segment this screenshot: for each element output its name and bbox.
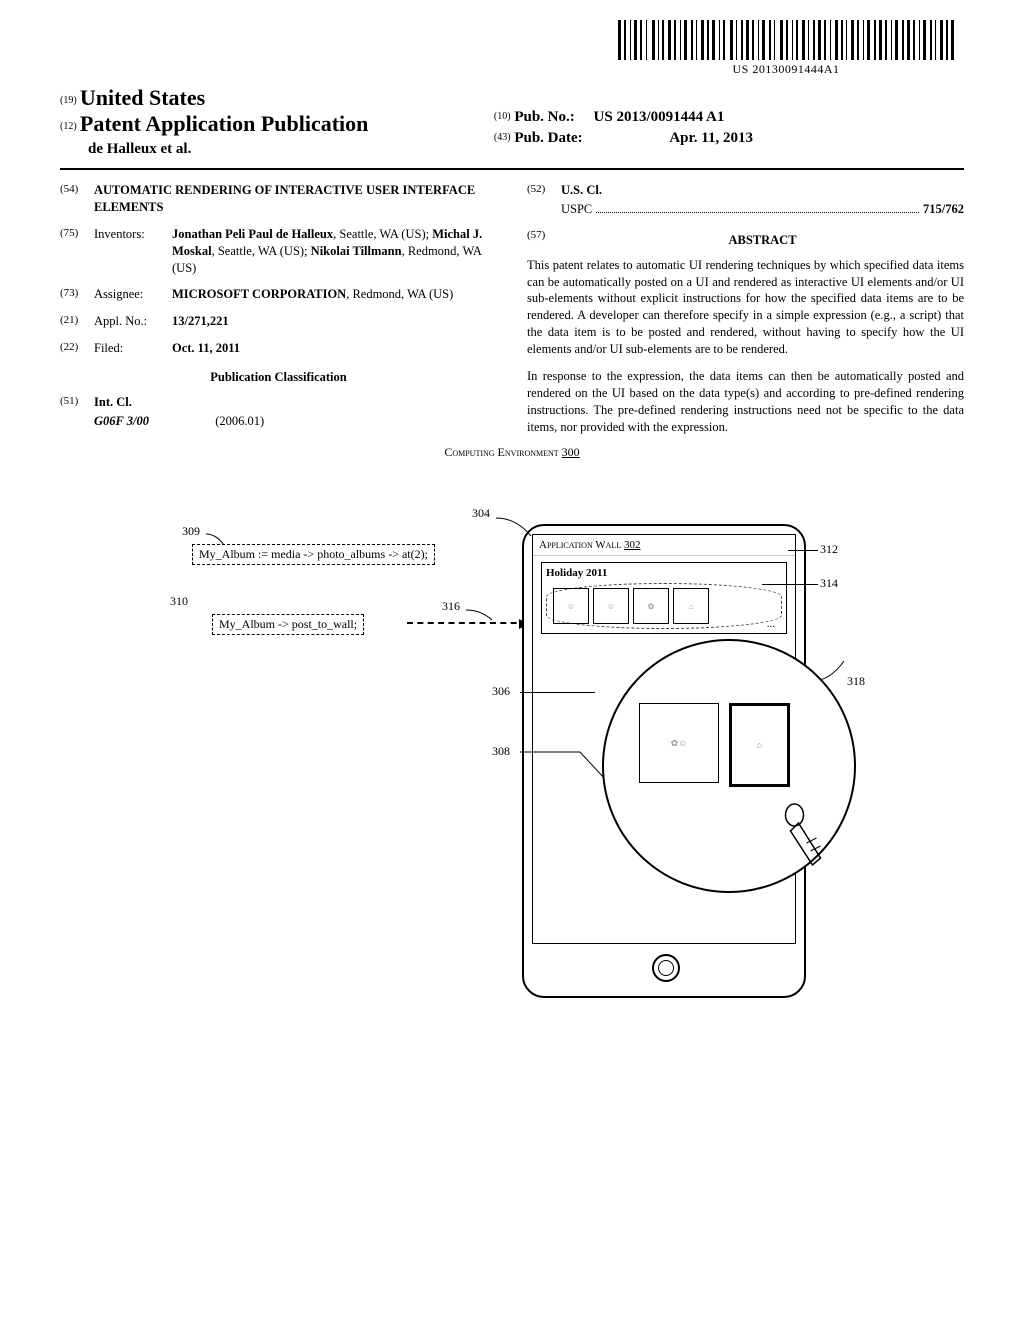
label-309: 309 [182,524,200,539]
pubdate-prefix: (43) [494,132,511,143]
f52-uspc-label: USPC [561,201,592,218]
f73-rest: , Redmond, WA (US) [346,287,453,301]
f52-uspc-val: 715/762 [923,201,964,218]
f52-num: (52) [527,182,561,199]
code-box-1: My_Album := media -> photo_albums -> at(… [192,544,435,565]
pubno-prefix: (10) [494,111,511,122]
pubdate-label: Pub. Date: [514,130,582,146]
f21-label: Appl. No.: [94,313,172,330]
leader-310 [194,602,219,618]
f73-val: MICROSOFT CORPORATION, Redmond, WA (US) [172,286,497,303]
leader-316 [466,608,496,622]
pubno: US 2013/0091444 A1 [594,109,725,125]
label-318: 318 [847,674,865,689]
abstract-p2: In response to the expression, the data … [527,368,964,436]
f21-val: 13/271,221 [172,313,497,330]
pubdate: Apr. 11, 2013 [669,130,753,146]
f51-label: Int. Cl. [94,394,497,411]
album-title: Holiday 2011 [546,567,782,579]
app-wall-title: Application Wall 302 [533,535,795,556]
app-wall-text: Application Wall [539,539,621,551]
zoom-circle: ✿☺ ⌂ [602,639,856,893]
ellipsis: ... [767,618,775,630]
f22-num: (22) [60,340,94,357]
country: United States [80,85,205,110]
label-312: 312 [820,542,838,557]
fig-caption-text: Computing Environment [444,445,558,459]
figure-caption: Computing Environment 300 [60,445,964,460]
label-314: 314 [820,576,838,591]
inventors-header: de Halleux et al. [60,141,494,158]
f21-num: (21) [60,313,94,330]
leader-314 [762,584,818,585]
leader-304 [496,514,536,539]
f51-num: (51) [60,394,94,411]
home-button-icon [652,954,680,982]
label-308: 308 [492,744,510,759]
label-306: 306 [492,684,510,699]
f54-title: AUTOMATIC RENDERING OF INTERACTIVE USER … [94,182,497,216]
leader-312 [788,550,818,551]
f75-val: Jonathan Peli Paul de Halleux, Seattle, … [172,226,497,277]
abstract-p1: This patent relates to automatic UI rend… [527,257,964,358]
f22-label: Filed: [94,340,172,357]
label-310: 310 [170,594,188,609]
pub-title: Patent Application Publication [80,111,368,136]
f75-num: (75) [60,226,94,277]
pubno-label: Pub. No.: [514,109,574,125]
album-box: Holiday 2011 ☺ ☺ ✿ ⌂ ... [541,562,787,634]
leader-308 [520,744,610,784]
leader-309 [206,532,228,548]
thumb: ⌂ [673,588,709,624]
f52-label: U.S. Cl. [561,182,964,199]
barcode-stripes [618,20,954,60]
f75-label: Inventors: [94,226,172,277]
divider [60,168,964,170]
label-316: 316 [442,599,460,614]
finger-icon [774,803,829,873]
zoom-thumb-partial: ⌂ [729,703,790,787]
pub-class-heading: Publication Classification [60,369,497,386]
abstract-heading: ABSTRACT [561,232,964,249]
thumbs-row: ☺ ☺ ✿ ⌂ ... [546,583,782,629]
arrow-line [407,622,527,624]
thumb: ☺ [593,588,629,624]
barcode-block: US 20130091444A1 [618,20,954,77]
code-box-2: My_Album -> post_to_wall; [212,614,364,635]
f51-year: (2006.01) [215,414,264,428]
app-wall-num: 302 [624,539,641,551]
thumb: ☺ [553,588,589,624]
barcode-text: US 20130091444A1 [618,62,954,77]
f22-val: Oct. 11, 2011 [172,340,497,357]
f73-assignee: MICROSOFT CORPORATION [172,287,346,301]
leader-306 [520,692,595,693]
pubtitle-prefix: (12) [60,121,77,132]
figure-diagram: My_Album := media -> photo_albums -> at(… [162,484,862,1044]
f73-label: Assignee: [94,286,172,303]
country-prefix: (19) [60,95,77,106]
label-304: 304 [472,506,490,521]
thumb: ✿ [633,588,669,624]
f57-num: (57) [527,228,561,257]
f54-num: (54) [60,182,94,216]
f73-num: (73) [60,286,94,303]
fig-caption-num: 300 [562,445,580,459]
f51-code: G06F 3/00 [94,414,149,428]
zoom-thumb: ✿☺ [639,703,719,783]
